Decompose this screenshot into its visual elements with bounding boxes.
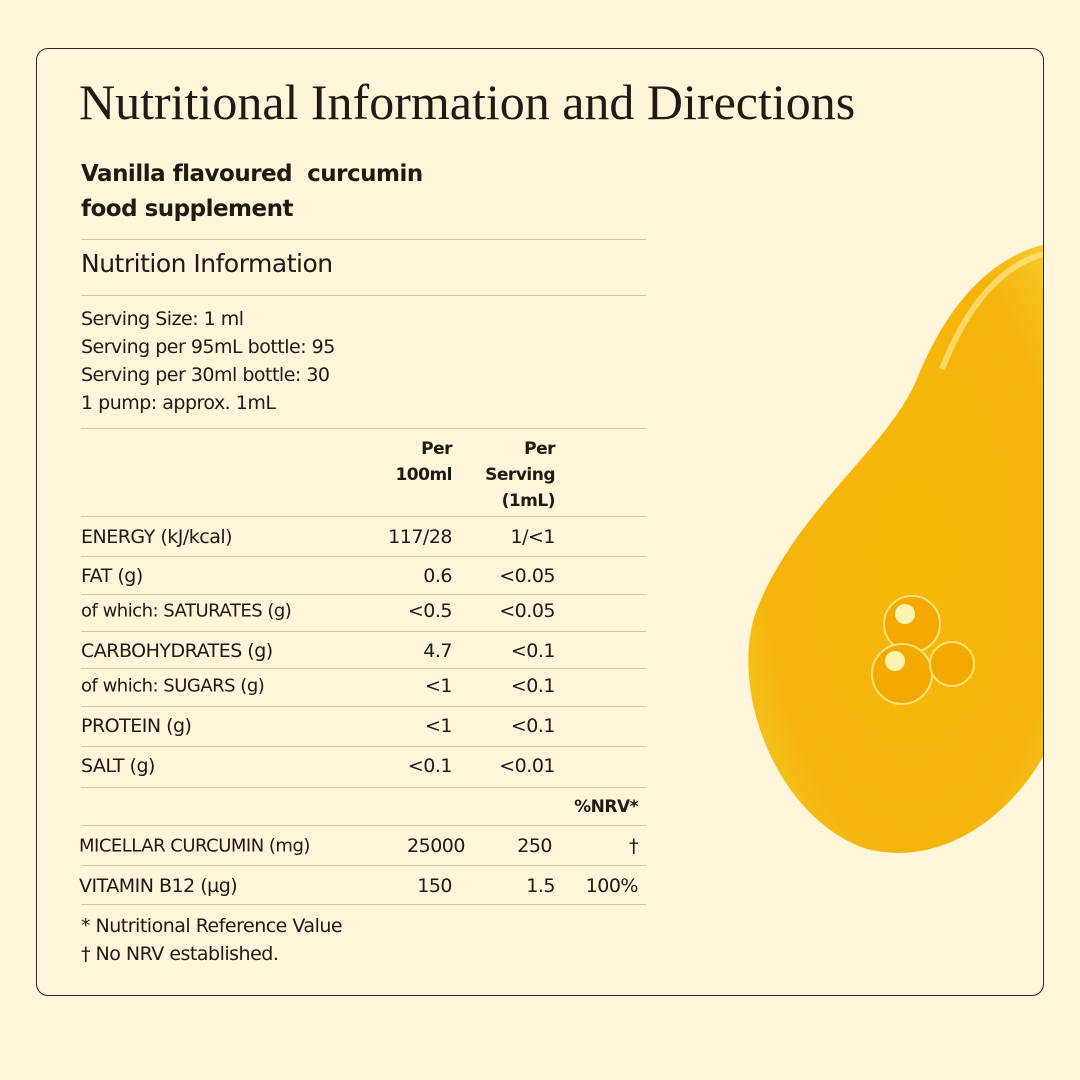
divider [81, 239, 646, 240]
product-name: food supplement [81, 196, 294, 222]
cell-value: <1 [424, 715, 453, 737]
card: Nutritional Information and Directions V… [36, 48, 1044, 996]
divider [81, 825, 646, 826]
column-header: Per 100ml [395, 439, 452, 485]
row-label: FAT (g) [81, 565, 143, 587]
cell-value: 0.6 [423, 565, 452, 587]
cell-value: <0.5 [407, 600, 453, 622]
cell-value: 250 [517, 835, 552, 857]
footnote: † No NRV established. [81, 943, 279, 965]
cell-value: 150 [417, 875, 452, 897]
section-title: Nutrition Information [81, 249, 333, 278]
divider [81, 787, 646, 788]
divider [81, 746, 646, 747]
oil-image [748, 245, 1043, 853]
cell-value: 25000 [407, 835, 465, 857]
serving-line: Serving per 95mL bottle: 95 [81, 336, 335, 358]
cell-value: 4.7 [423, 640, 452, 662]
divider [81, 631, 646, 632]
row-label: CARBOHYDRATES (g) [81, 640, 273, 662]
bubbles [871, 595, 975, 705]
product-name: Vanilla flavoured curcumin [81, 161, 423, 187]
cell-value: <0.1 [510, 715, 556, 737]
cell-value: 1.5 [526, 875, 555, 897]
row-label: ENERGY (kJ/kcal) [81, 526, 233, 548]
divider [81, 904, 646, 905]
cell-value: 100% [585, 875, 639, 897]
serving-line: 1 pump: approx. 1mL [81, 392, 276, 414]
title: Nutritional Information and Directions [79, 74, 856, 130]
cell-value: <0.1 [510, 675, 556, 697]
row-label: VITAMIN B12 (µg) [79, 875, 238, 897]
cell-value: 117/28 [388, 526, 452, 548]
nrv-header: %NRV* [574, 797, 638, 817]
divider [81, 594, 646, 595]
cell-value: <0.01 [499, 755, 555, 777]
divider [81, 865, 646, 866]
divider [81, 668, 646, 669]
cell-value: 1/<1 [510, 526, 556, 548]
cell-value: <0.1 [407, 755, 453, 777]
divider [81, 428, 646, 429]
row-label: SALT (g) [81, 755, 155, 777]
cell-value: <1 [424, 675, 453, 697]
oil-drop [748, 245, 1043, 853]
divider [81, 516, 646, 517]
divider [81, 295, 646, 296]
cell-value: <0.05 [499, 565, 555, 587]
row-label: PROTEIN (g) [81, 715, 192, 737]
footnote: * Nutritional Reference Value [81, 915, 343, 937]
divider [81, 706, 646, 707]
row-label: MICELLAR CURCUMIN (mg) [79, 835, 310, 857]
divider [81, 556, 646, 557]
serving-line: Serving per 30ml bottle: 30 [81, 364, 330, 386]
cell-value: <0.1 [510, 640, 556, 662]
cell-value: † [629, 835, 639, 857]
column-header: Per Serving (1mL) [485, 439, 555, 511]
row-label: of which: SATURATES (g) [81, 600, 292, 622]
serving-line: Serving Size: 1 ml [81, 308, 244, 330]
row-label: of which: SUGARS (g) [81, 675, 265, 697]
cell-value: <0.05 [499, 600, 555, 622]
